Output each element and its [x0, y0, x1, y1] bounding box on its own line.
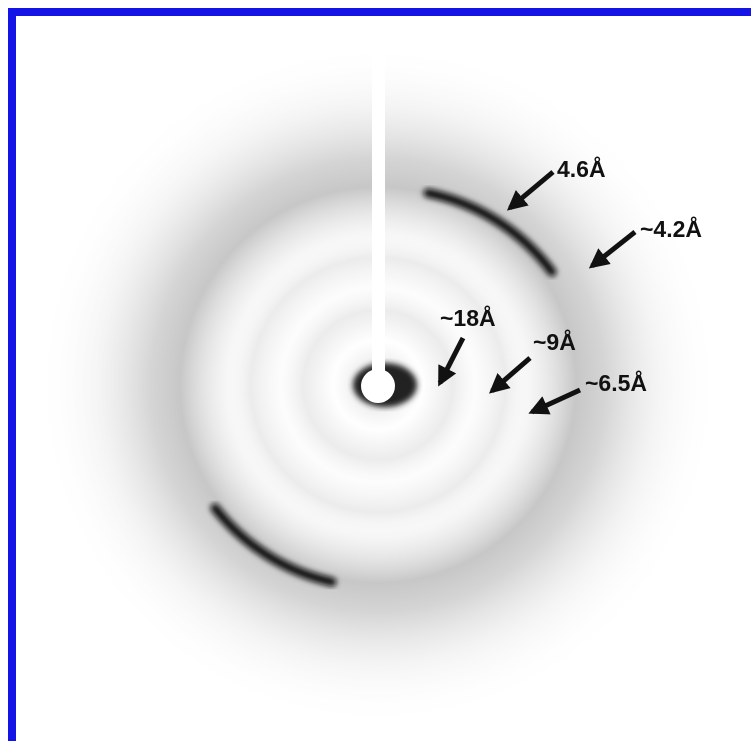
arrow	[588, 230, 637, 269]
meridional-arc	[423, 188, 557, 277]
annotation: ~6.5Å	[585, 369, 647, 396]
beam-stop-tip	[361, 369, 395, 403]
annotation: 4.6Å	[557, 155, 606, 182]
arrows	[437, 170, 637, 415]
beam-stop	[372, 45, 385, 380]
border-top	[8, 8, 751, 16]
arrow	[488, 356, 532, 394]
arrow	[437, 336, 466, 387]
arrow	[528, 387, 582, 415]
arrow	[506, 170, 555, 211]
annotation: ~4.2Å	[640, 215, 702, 242]
border-left	[8, 8, 16, 741]
annotation: ~9Å	[533, 328, 576, 355]
annotation: ~18Å	[440, 304, 496, 331]
meridional-arc	[210, 503, 337, 587]
